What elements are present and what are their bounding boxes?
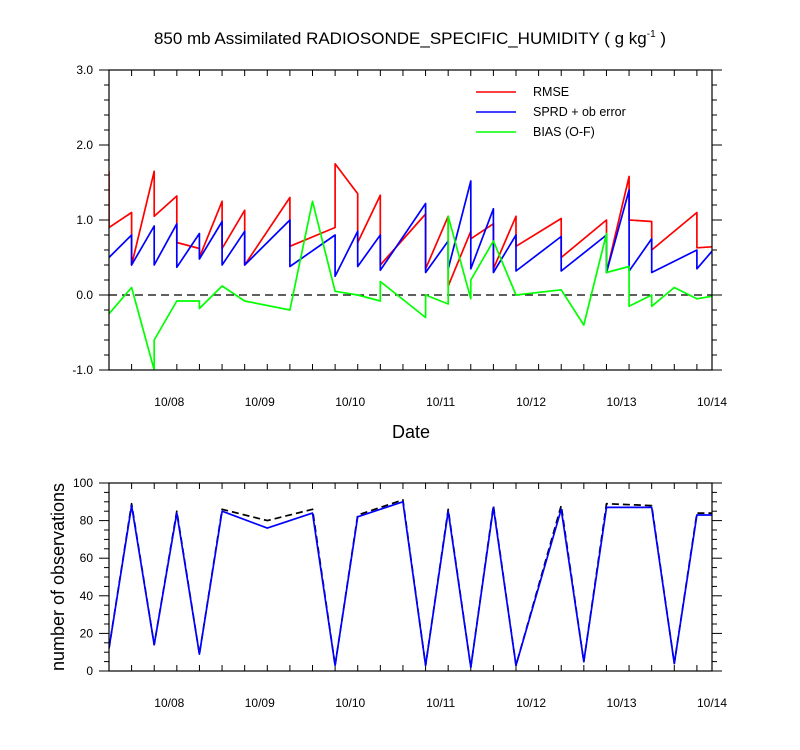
bot-y-tick-label: 60 <box>80 551 94 565</box>
top-x-tick-label: 10/11 <box>426 395 455 409</box>
bottom-ticks <box>99 482 722 672</box>
title-main: 850 mb Assimilated RADIOSONDE_SPECIFIC_H… <box>154 29 647 48</box>
top-plot-frame <box>108 69 713 371</box>
bot-x-tick-label: 10/11 <box>426 696 455 710</box>
bot-y-tick-label: 40 <box>80 589 94 603</box>
top-y-tick-label: 0.0 <box>76 288 93 302</box>
chart-title: 850 mb Assimilated RADIOSONDE_SPECIFIC_H… <box>154 29 666 48</box>
bot-y-tick-label: 80 <box>80 514 94 528</box>
bottom-y-tick-labels: 0 20 40 60 80 100 <box>73 476 93 678</box>
top-y-tick-label: 3.0 <box>76 63 93 77</box>
bot-x-tick-label: 10/12 <box>516 696 546 710</box>
title-end: ) <box>656 29 666 48</box>
bot-y-tick-label: 0 <box>86 664 93 678</box>
legend-label-sprd: SPRD + ob error <box>533 105 626 119</box>
top-series-bias-o-f- <box>109 200 712 370</box>
top-series-group <box>109 162 712 370</box>
top-x-tick-label: 10/09 <box>245 395 275 409</box>
top-x-tick-label: 10/12 <box>516 395 546 409</box>
bot-y-tick-label: 100 <box>73 476 93 490</box>
bot-x-tick-label: 10/09 <box>245 696 275 710</box>
top-x-tick-label: 10/10 <box>335 395 365 409</box>
top-series-sprd-ob-error <box>109 180 712 278</box>
top-x-tick-label: 10/08 <box>154 395 184 409</box>
bottom-series-group <box>109 499 712 669</box>
top-x-tick-label: 10/14 <box>697 395 727 409</box>
bot-x-tick-label: 10/13 <box>607 696 637 710</box>
bottom-x-tick-labels: 10/08 10/09 10/10 10/11 10/12 10/13 10/14 <box>154 696 727 710</box>
bot-x-tick-label: 10/08 <box>154 696 184 710</box>
top-y-tick-label: 2.0 <box>76 138 93 152</box>
bot-y-tick-label: 20 <box>80 626 94 640</box>
bot-series-possible <box>109 499 712 669</box>
bot-series-assimilated <box>109 500 712 669</box>
bot-x-tick-label: 10/14 <box>697 696 727 710</box>
top-panel: -1.00.01.02.03.0 10/08 10/09 10/10 10/11 10/… <box>72 63 727 442</box>
bot-x-tick-label: 10/10 <box>335 696 365 710</box>
y-axis-title-observations: number of observations <box>48 483 68 671</box>
top-y-tick-label: 1.0 <box>76 213 93 227</box>
bottom-plot-frame <box>108 482 713 672</box>
top-y-tick-label: -1.0 <box>72 363 93 377</box>
top-y-tick-labels: -1.0 0.0 1.0 2.0 3.0 <box>72 63 93 377</box>
legend-label-bias: BIAS (O-F) <box>533 125 595 139</box>
top-ticks <box>99 69 722 371</box>
x-axis-title: Date <box>392 422 430 442</box>
legend: RMSE SPRD + ob error BIAS (O-F) <box>476 85 626 139</box>
top-x-tick-label: 10/13 <box>607 395 637 409</box>
legend-label-rmse: RMSE <box>533 85 569 99</box>
title-superscript: -1 <box>647 29 656 40</box>
top-x-tick-labels: 10/08 10/09 10/10 10/11 10/12 10/13 10/14 <box>154 395 727 409</box>
